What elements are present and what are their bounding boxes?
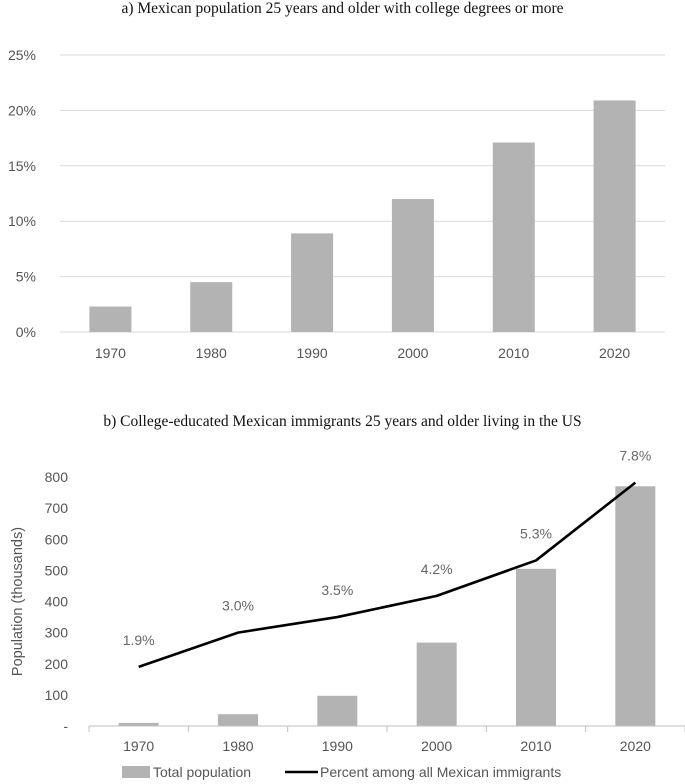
bar	[190, 282, 233, 332]
y-tick-label: 200	[45, 656, 69, 672]
y-tick-label: 0%	[16, 324, 36, 340]
bar	[492, 142, 535, 332]
x-tick-label: 1980	[196, 345, 227, 361]
x-tick-label: 2010	[498, 345, 529, 361]
bar	[516, 568, 556, 726]
data-label: 1.9%	[123, 632, 155, 648]
y-axis-label: Population (thousands)	[10, 527, 26, 676]
bar	[317, 695, 358, 726]
percent-line	[138, 481, 637, 669]
bar	[218, 714, 258, 726]
x-tick-label: 1990	[322, 738, 353, 754]
chart-a-title: a) Mexican population 25 years and older…	[121, 0, 564, 17]
y-tick-label: -	[63, 718, 68, 734]
y-tick-label: 600	[45, 531, 69, 547]
bar	[118, 722, 159, 726]
y-tick-label: 800	[45, 469, 69, 485]
bar	[89, 306, 132, 332]
y-tick-label: 25%	[8, 47, 36, 63]
x-tick-label: 1990	[297, 345, 328, 361]
data-label: 3.5%	[321, 582, 353, 598]
y-tick-label: 300	[45, 625, 69, 641]
data-label: 3.0%	[222, 598, 254, 614]
bar	[391, 199, 434, 332]
x-tick-label: 1980	[222, 738, 253, 754]
y-tick-label: 20%	[8, 102, 36, 118]
y-tick-label: 700	[45, 500, 69, 516]
legend-swatch-bar	[122, 766, 150, 778]
x-tick-label: 2020	[599, 345, 630, 361]
y-tick-label: 100	[45, 687, 69, 703]
x-tick-label: 2000	[421, 738, 452, 754]
x-tick-label: 2010	[520, 738, 551, 754]
y-tick-label: 15%	[8, 158, 36, 174]
data-label: 4.2%	[421, 561, 453, 577]
data-label: 7.8%	[619, 448, 651, 464]
bar	[291, 233, 334, 332]
x-tick-label: 2000	[397, 345, 428, 361]
legend-label: Percent among all Mexican immigrants	[320, 764, 561, 780]
y-tick-label: 5%	[16, 269, 36, 285]
y-tick-label: 10%	[8, 213, 36, 229]
bar	[416, 642, 457, 726]
chart-b-title: b) College-educated Mexican immigrants 2…	[103, 413, 582, 430]
x-tick-label: 1970	[123, 738, 154, 754]
x-tick-label: 1970	[95, 345, 126, 361]
y-tick-label: 400	[45, 594, 69, 610]
bar	[593, 100, 636, 332]
x-tick-label: 2020	[620, 738, 651, 754]
data-label: 5.3%	[520, 525, 552, 541]
y-tick-label: 500	[45, 562, 69, 578]
legend-label: Total population	[153, 764, 251, 780]
bar	[615, 486, 656, 726]
